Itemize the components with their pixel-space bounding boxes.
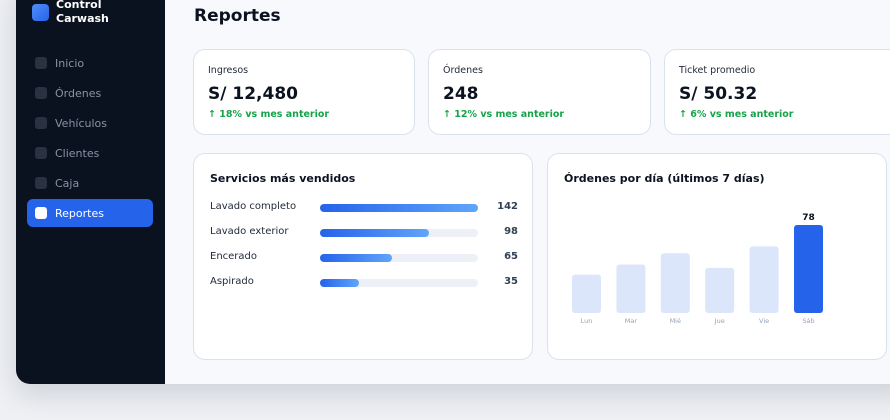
brand-logo-icon	[32, 3, 49, 21]
chart-category-label: Mié	[670, 317, 681, 325]
service-count: 65	[504, 251, 518, 262]
users-icon	[35, 147, 47, 159]
stat-card-ordenes: Órdenes 248 ↑ 12% vs mes anterior	[428, 49, 651, 135]
service-name: Lavado exterior	[210, 226, 289, 237]
service-bar-fill	[320, 229, 430, 237]
sidebar-item-label: Vehículos	[55, 116, 108, 130]
cash-register-icon	[35, 177, 47, 189]
stat-value: S/ 12,480	[208, 84, 298, 104]
chart-title: Órdenes por día (últimos 7 días)	[564, 172, 765, 185]
stat-card-ingresos: Ingresos S/ 12,480 ↑ 18% vs mes anterior	[193, 49, 415, 135]
service-count: 35	[504, 276, 518, 287]
stat-value: S/ 50.32	[679, 84, 758, 104]
service-name: Aspirado	[210, 276, 254, 287]
stat-delta: ↑ 18% vs mes anterior	[208, 109, 330, 120]
chart-category-label: Mar	[625, 317, 638, 325]
chart-bar-jue	[705, 267, 735, 313]
car-icon	[35, 117, 47, 129]
sidebar-item-clientes[interactable]: Clientes	[27, 139, 153, 167]
service-bar-track	[320, 279, 478, 287]
reports-icon	[35, 207, 47, 219]
stat-delta: ↑ 6% vs mes anterior	[679, 109, 794, 120]
sidebar-item-vehiculos[interactable]: Vehículos	[27, 109, 153, 137]
service-bar-track	[320, 229, 478, 237]
orders-per-day-panel: Órdenes por día (últimos 7 días) Lun Mar M…	[547, 153, 887, 360]
service-count: 98	[504, 226, 518, 237]
chart-category-label: Vie	[759, 317, 769, 325]
app-window: Control Carwash Inicio Órdenes Vehículos…	[16, 0, 890, 384]
service-bar-fill	[320, 254, 393, 262]
stat-card-ticket-promedio: Ticket promedio S/ 50.32 ↑ 6% vs mes ant…	[664, 49, 890, 135]
sidebar-item-inicio[interactable]: Inicio	[27, 49, 153, 77]
sidebar-item-caja[interactable]: Caja	[27, 169, 153, 197]
top-services-panel: Servicios más vendidos Lavado completo 1…	[193, 153, 533, 360]
chart-value-label: 78	[802, 213, 815, 223]
service-row: Aspirado 35	[210, 276, 518, 288]
stat-value: 248	[443, 84, 479, 104]
orders-icon	[35, 87, 47, 99]
chart-bar-mar	[616, 264, 646, 313]
service-count: 142	[497, 201, 518, 212]
sidebar-item-label: Reportes	[55, 206, 104, 220]
sidebar-item-label: Órdenes	[55, 86, 102, 100]
chart-bar-mié	[660, 253, 690, 313]
sidebar-item-label: Clientes	[55, 146, 100, 160]
stat-label: Ingresos	[208, 65, 249, 76]
brand-name: Control Carwash	[56, 0, 109, 25]
sidebar-item-ordenes[interactable]: Órdenes	[27, 79, 153, 107]
panel-title: Servicios más vendidos	[210, 172, 356, 185]
stat-delta: ↑ 12% vs mes anterior	[443, 109, 565, 120]
chart-bar-vie	[749, 246, 779, 313]
service-row: Lavado completo 142	[210, 201, 518, 213]
chart-category-label: Jue	[714, 317, 725, 325]
sidebar-item-label: Caja	[55, 176, 80, 190]
service-bar-track	[320, 204, 478, 212]
page-title: Reportes	[194, 6, 281, 26]
service-name: Lavado completo	[210, 201, 297, 212]
chart-category-label: Lun	[581, 317, 593, 325]
home-icon	[35, 57, 47, 69]
stat-label: Ticket promedio	[679, 65, 756, 76]
service-row: Encerado 65	[210, 251, 518, 263]
sidebar-item-reportes[interactable]: Reportes	[27, 199, 153, 227]
sidebar-item-label: Inicio	[55, 56, 85, 70]
main-content: Reportes Ingresos S/ 12,480 ↑ 18% vs mes…	[165, 0, 890, 384]
service-name: Encerado	[210, 251, 258, 262]
chart-bar-lun	[572, 274, 601, 313]
stat-label: Órdenes	[443, 65, 483, 76]
chart-category-label: Sáb	[802, 317, 814, 325]
service-bar-fill	[320, 204, 478, 212]
chart-bar-sáb	[794, 225, 823, 313]
sidebar: Control Carwash Inicio Órdenes Vehículos…	[16, 0, 165, 384]
service-row: Lavado exterior 98	[210, 226, 518, 238]
service-bar-track	[320, 254, 478, 262]
brand[interactable]: Control Carwash	[32, 0, 126, 26]
service-bar-fill	[320, 279, 359, 287]
orders-per-day-chart: Lun Mar Mié Jue Vie Sáb 78	[572, 213, 823, 325]
